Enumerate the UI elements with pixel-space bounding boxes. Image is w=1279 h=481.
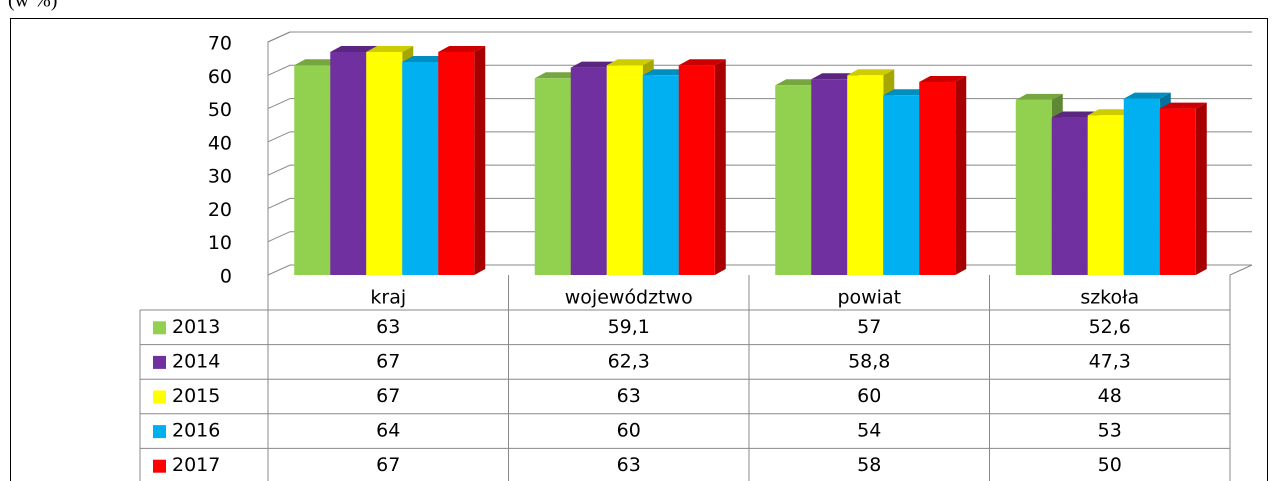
- grid-line: [267, 64, 1252, 76]
- data-label: 58: [857, 454, 881, 476]
- data-label: 67: [376, 454, 400, 476]
- bar: [1015, 99, 1052, 275]
- bar: [570, 67, 607, 275]
- data-label: 47,3: [1089, 350, 1131, 372]
- floor-edge: [1229, 264, 1253, 276]
- x-tick-label: kraj: [370, 287, 406, 309]
- bar-top: [366, 45, 414, 52]
- data-label: 62,3: [608, 350, 650, 372]
- legend-swatch: [153, 459, 166, 473]
- data-label: 63: [617, 385, 641, 407]
- data-label: 52,6: [1089, 316, 1131, 338]
- data-label: 67: [376, 385, 400, 407]
- legend-label: 2014: [172, 350, 220, 372]
- bar: [678, 65, 715, 275]
- y-tick-label: 40: [208, 132, 232, 154]
- legend-label: 2017: [172, 454, 220, 476]
- y-tick-label: 70: [208, 33, 232, 55]
- bar-side: [1195, 102, 1207, 275]
- bar-top: [1051, 111, 1099, 118]
- legend-swatch: [153, 355, 166, 369]
- bar: [1051, 117, 1088, 276]
- legend-label: 2013: [172, 316, 220, 338]
- bar-top: [678, 59, 726, 66]
- bar: [366, 51, 403, 275]
- bar: [534, 78, 571, 275]
- bar: [438, 51, 475, 275]
- grid-line: [267, 31, 1252, 43]
- data-label: 58,8: [848, 350, 890, 372]
- bar-top: [847, 69, 895, 76]
- data-label: 53: [1098, 420, 1122, 442]
- data-label: 54: [857, 420, 881, 442]
- legend-label: 2016: [172, 420, 220, 442]
- bar: [330, 51, 367, 275]
- bar-top: [883, 89, 931, 96]
- bar: [775, 85, 812, 276]
- bar-top: [1087, 109, 1135, 116]
- data-label: 64: [376, 420, 400, 442]
- bar: [883, 95, 920, 275]
- bar-top: [534, 72, 582, 79]
- bar-top: [438, 45, 486, 52]
- data-label: 57: [857, 316, 881, 338]
- bar-top: [811, 73, 859, 80]
- bar-top: [1123, 92, 1171, 99]
- legend-label: 2015: [172, 385, 220, 407]
- bar: [606, 65, 643, 275]
- y-tick-label: 10: [208, 232, 232, 254]
- data-label: 60: [857, 385, 881, 407]
- bar: [811, 79, 848, 275]
- bar: [1159, 108, 1196, 275]
- y-tick-label: 0: [220, 266, 232, 288]
- chart-subtitle: (w %): [8, 0, 57, 12]
- y-tick-label: 60: [208, 66, 232, 88]
- bar-top: [402, 55, 450, 62]
- legend-swatch: [153, 425, 166, 439]
- data-label: 48: [1098, 385, 1122, 407]
- bar-side: [955, 75, 967, 275]
- bar-top: [919, 75, 967, 82]
- bar-top: [294, 59, 342, 66]
- data-label: 67: [376, 350, 400, 372]
- bar-side: [714, 59, 726, 275]
- data-label: 63: [376, 316, 400, 338]
- bar-top: [775, 79, 823, 86]
- frame: [10, 18, 1268, 481]
- bar-top: [1159, 102, 1207, 109]
- bar-top: [330, 45, 378, 52]
- bar: [294, 65, 331, 275]
- y-tick-label: 30: [208, 166, 232, 188]
- y-tick-label: 20: [208, 199, 232, 221]
- bar-side: [474, 45, 486, 275]
- bar-top: [570, 61, 618, 68]
- data-label: 50: [1098, 454, 1122, 476]
- legend-swatch: [153, 390, 166, 404]
- bar-top: [1015, 93, 1063, 100]
- x-tick-label: województwo: [565, 287, 693, 309]
- x-tick-label: powiat: [837, 287, 901, 309]
- legend-swatch: [153, 321, 166, 335]
- bar: [1087, 115, 1124, 275]
- back-wall-edge: [267, 31, 291, 275]
- data-label: 63: [617, 454, 641, 476]
- x-tick-label: szkoła: [1080, 287, 1139, 309]
- bar-top: [606, 59, 654, 66]
- data-label: 59,1: [608, 316, 650, 338]
- y-tick-label: 50: [208, 99, 232, 121]
- bar: [642, 75, 679, 276]
- data-label: 60: [617, 420, 641, 442]
- bar-top: [642, 69, 690, 76]
- bar: [847, 75, 884, 276]
- bar: [1123, 98, 1160, 275]
- bar: [919, 81, 956, 275]
- bar: [402, 61, 439, 275]
